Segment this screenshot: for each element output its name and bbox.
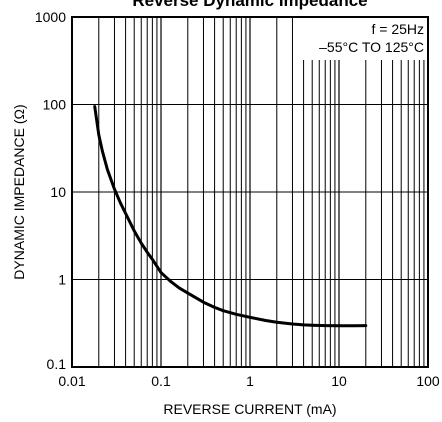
y-tick-label: 0.1 xyxy=(47,356,67,372)
x-tick-label: 0.1 xyxy=(151,373,171,389)
x-axis-title: REVERSE CURRENT (mA) xyxy=(163,401,336,417)
annotation-text: f = 25Hz xyxy=(371,21,424,37)
y-tick-label: 1000 xyxy=(35,9,66,25)
x-tick-label: 10 xyxy=(331,373,347,389)
y-tick-label: 10 xyxy=(50,184,66,200)
y-tick-label: 1 xyxy=(58,272,66,288)
grid-layer xyxy=(72,17,428,367)
annotation-box xyxy=(300,18,427,60)
impedance-curve xyxy=(93,104,368,328)
annotation-layer: f = 25Hz –55°C TO 125°C xyxy=(319,21,424,55)
plot-frame xyxy=(71,16,429,368)
y-tick-label: 100 xyxy=(43,97,67,113)
y-axis-title: DYNAMIC IMPEDANCE (Ω) xyxy=(11,104,27,279)
x-tick-label: 0.01 xyxy=(58,373,85,389)
chart-title: Reverse Dynamic Impedance xyxy=(132,0,367,10)
x-tick-label: 1 xyxy=(246,373,254,389)
annotation-text: –55°C TO 125°C xyxy=(319,39,424,55)
x-tick-label: 100 xyxy=(416,373,440,389)
curve-layer xyxy=(93,104,368,328)
